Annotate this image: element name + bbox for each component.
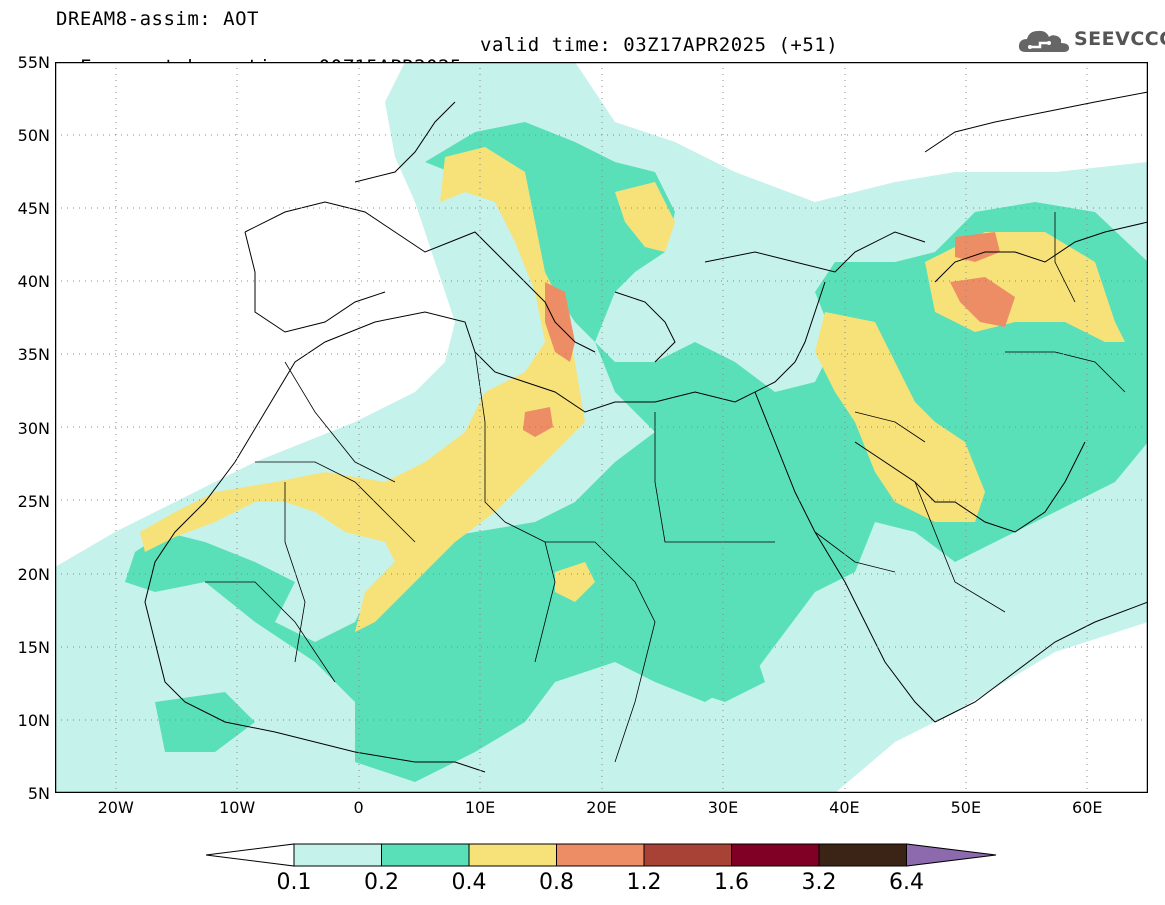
colorbar [206,843,997,867]
longitude-label: 30E [707,798,739,817]
longitude-label: 40E [829,798,860,817]
colorbar-level-label: 3.2 [801,870,837,895]
longitude-label: 0 [353,798,364,817]
latitude-label: 30N [17,418,50,438]
map-frame [55,62,1148,793]
longitude-label: 60E [1072,798,1103,817]
colorbar-segment [818,843,907,867]
longitude-label: 50E [950,798,982,817]
colorbar-segment [643,843,732,867]
valid-time-text: valid time: 03Z17APR2025 (+51) [480,34,839,56]
colorbar-under-arrow [206,843,295,867]
aot-map [55,62,1148,793]
colorbar-level-label: 6.4 [889,870,924,895]
colorbar-over-arrow [906,843,997,867]
seevccc-logo: SEEVCCC [1016,26,1165,56]
cloud-icon [1018,30,1069,52]
aot-band-0-2 [125,122,1148,782]
latitude-label: 25N [17,491,50,511]
logo-text: SEEVCCC [1074,28,1165,50]
latitude-label: 10N [17,710,50,730]
latitude-label: 50N [17,126,50,146]
latitude-label: 35N [17,345,50,365]
colorbar-segment [381,843,470,867]
colorbar-segment [293,843,382,867]
latitude-label: 40N [17,272,50,292]
colorbar-level-label: 1.6 [714,870,749,895]
colorbar-level-label: 0.2 [364,870,399,895]
colorbar-segment [468,843,557,867]
latitude-label: 55N [17,53,50,72]
colorbar-level-label: 0.8 [539,870,574,895]
colorbar-segment [731,843,820,867]
latitude-label: 5N [27,784,50,803]
latitude-label: 20N [17,564,50,584]
colorbar-segment [556,843,645,867]
graticule [55,62,1148,793]
longitude-label: 20E [586,798,617,817]
longitude-label: 10E [464,798,496,817]
map-title: DREAM8-assim: AOT [56,8,259,30]
longitude-label: 10W [219,798,256,817]
country-borders [205,212,1126,763]
longitude-label: 20W [97,798,134,817]
latitude-label: 45N [17,199,50,219]
colorbar-level-label: 0.4 [451,870,487,895]
latitude-label: 15N [17,637,50,657]
colorbar-level-label: 0.1 [276,870,312,895]
colorbar-level-label: 1.2 [626,870,662,895]
